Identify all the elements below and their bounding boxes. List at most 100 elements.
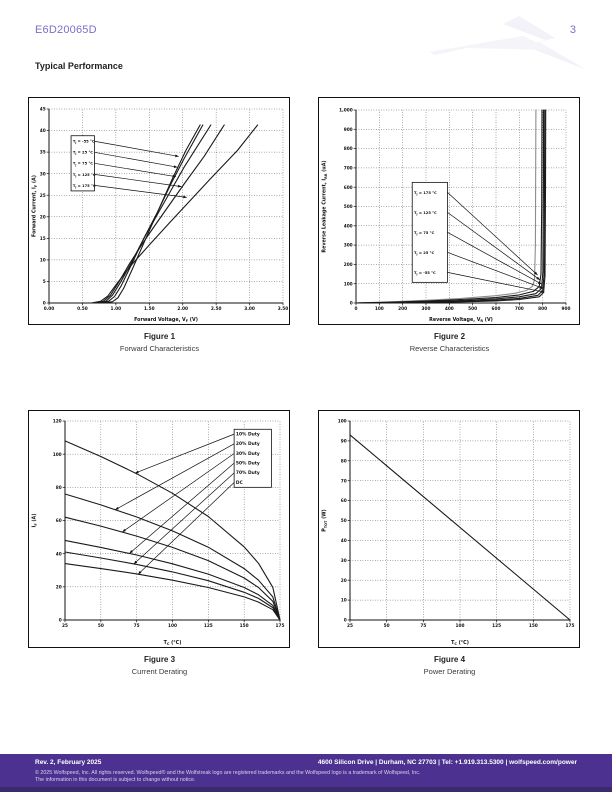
- svg-text:700: 700: [344, 166, 353, 172]
- svg-text:500: 500: [468, 306, 477, 312]
- svg-text:10: 10: [341, 598, 347, 604]
- svg-text:15: 15: [40, 236, 46, 242]
- figure-4-subcaption: Power Derating: [423, 667, 476, 676]
- svg-text:70% Duty: 70% Duty: [236, 470, 260, 476]
- figure-3-subcaption: Current Derating: [131, 667, 188, 676]
- svg-text:25: 25: [62, 623, 68, 629]
- svg-text:100: 100: [168, 623, 177, 629]
- page-number: 3: [569, 24, 576, 36]
- svg-text:1.00: 1.00: [111, 306, 122, 312]
- svg-text:2.50: 2.50: [211, 306, 222, 312]
- figure-4-frame: 25 50 75 100 125 150 175 0 10 20 30 40 50 60 70 80 90 100…: [318, 410, 580, 648]
- svg-text:35: 35: [40, 150, 46, 156]
- svg-text:0: 0: [344, 618, 347, 624]
- footer-band: [0, 754, 612, 792]
- figure-1-chart: 0.00 0.50 1.00 1.50 2.00 2.50 3.00 3.50 0 5 10 15 20…: [32, 107, 289, 324]
- svg-text:PTOT (W): PTOT (W): [322, 509, 328, 532]
- svg-text:TJ = -55 °C: TJ = -55 °C: [414, 271, 436, 276]
- svg-text:90: 90: [341, 439, 347, 445]
- svg-text:800: 800: [538, 306, 547, 312]
- svg-text:3.00: 3.00: [244, 306, 255, 312]
- svg-text:0.00: 0.00: [44, 306, 55, 312]
- svg-text:100: 100: [344, 281, 353, 287]
- svg-text:DC: DC: [236, 480, 243, 486]
- figure-4-chart: 25 50 75 100 125 150 175 0 10 20 30 40 50 60 70 80 90 100…: [322, 419, 575, 647]
- footer-copyright-line1: © 2025 Wolfspeed, Inc. All rights reserv…: [35, 770, 421, 776]
- svg-text:1.50: 1.50: [144, 306, 155, 312]
- svg-text:75: 75: [420, 623, 426, 629]
- svg-text:50: 50: [98, 623, 104, 629]
- svg-text:700: 700: [515, 306, 524, 312]
- svg-text:500: 500: [344, 204, 353, 210]
- svg-text:400: 400: [344, 223, 353, 229]
- footer-address[interactable]: 4600 Silicon Drive | Durham, NC 27703 | …: [317, 759, 577, 766]
- svg-text:20: 20: [341, 578, 347, 584]
- figure-1-frame: 0.00 0.50 1.00 1.50 2.00 2.50 3.00 3.50 0 5 10 15 20…: [28, 97, 290, 325]
- figure-3-frame: 25 50 75 100 125 150 175 0 20 40 60 80 100 120 TC (°C)…: [28, 410, 290, 648]
- svg-text:30: 30: [40, 171, 46, 177]
- svg-text:400: 400: [445, 306, 454, 312]
- svg-text:70: 70: [341, 478, 347, 484]
- svg-text:80: 80: [56, 485, 62, 491]
- svg-text:25: 25: [347, 623, 353, 629]
- svg-text:80: 80: [341, 458, 347, 464]
- svg-text:150: 150: [240, 623, 249, 629]
- figure-2: 0 100 200 300 400 500 600 700 800 900 0 100 200 300 40…: [318, 97, 581, 353]
- svg-text:125: 125: [492, 623, 501, 629]
- svg-text:900: 900: [344, 127, 353, 133]
- svg-text:3.50: 3.50: [278, 306, 289, 312]
- svg-text:300: 300: [422, 306, 431, 312]
- svg-text:300: 300: [344, 243, 353, 249]
- footer-bottom-strip: [0, 787, 612, 792]
- svg-text:125: 125: [204, 623, 213, 629]
- figure-4-caption: Figure 4: [433, 655, 466, 664]
- svg-text:0: 0: [350, 301, 353, 307]
- svg-text:40: 40: [40, 128, 46, 134]
- figure-1-subcaption: Forward Characteristics: [119, 344, 200, 353]
- figure-1: 0.00 0.50 1.00 1.50 2.00 2.50 3.00 3.50 0 5 10 15 20…: [28, 97, 291, 353]
- svg-text:175: 175: [276, 623, 285, 629]
- figure-3-chart: 25 50 75 100 125 150 175 0 20 40 60 80 100 120 TC (°C)…: [32, 419, 285, 647]
- svg-text:100: 100: [456, 623, 465, 629]
- svg-text:TJ = 75 °C: TJ = 75 °C: [414, 231, 434, 236]
- svg-text:20% Duty: 20% Duty: [236, 441, 260, 447]
- svg-text:30% Duty: 30% Duty: [236, 451, 260, 457]
- svg-text:900: 900: [562, 306, 571, 312]
- svg-text:120: 120: [53, 419, 62, 425]
- svg-text:TC (°C): TC (°C): [451, 640, 469, 646]
- svg-text:Reverse Leakage Current, IRR (: Reverse Leakage Current, IRR (uA): [322, 160, 328, 252]
- svg-text:5: 5: [43, 279, 46, 285]
- svg-text:10% Duty: 10% Duty: [236, 432, 260, 438]
- figure-3: 25 50 75 100 125 150 175 0 20 40 60 80 100 120 TC (°C)…: [28, 410, 291, 676]
- svg-text:Forward Current, IF (A): Forward Current, IF (A): [32, 175, 38, 237]
- wolfspeed-streak-watermark: [429, 16, 587, 70]
- svg-text:100: 100: [338, 419, 347, 425]
- svg-text:30: 30: [341, 558, 347, 564]
- svg-text:600: 600: [492, 306, 501, 312]
- figure-1-caption: Figure 1: [143, 332, 176, 341]
- svg-text:2.00: 2.00: [177, 306, 188, 312]
- doc-number: E6D20065D: [35, 24, 97, 36]
- footer-copyright-line2: The information in this document is subj…: [35, 777, 196, 783]
- svg-text:0: 0: [355, 306, 358, 312]
- svg-text:75: 75: [134, 623, 140, 629]
- svg-text:150: 150: [529, 623, 538, 629]
- figure-4: 25 50 75 100 125 150 175 0 10 20 30 40 50 60 70 80 90 100…: [318, 410, 581, 676]
- svg-text:100: 100: [53, 452, 62, 458]
- svg-text:TJ = -55 °C: TJ = -55 °C: [73, 140, 95, 145]
- svg-text:60: 60: [56, 518, 62, 524]
- footer-revision: Rev. 2, February 2025: [35, 759, 102, 766]
- svg-text:1,000: 1,000: [339, 108, 353, 114]
- svg-text:800: 800: [344, 146, 353, 152]
- svg-text:TC (°C): TC (°C): [164, 640, 182, 646]
- svg-text:100: 100: [375, 306, 384, 312]
- svg-text:60: 60: [341, 498, 347, 504]
- svg-text:175: 175: [566, 623, 575, 629]
- svg-text:50: 50: [341, 518, 347, 524]
- svg-text:Forward Voltage, VF (V): Forward Voltage, VF (V): [134, 317, 198, 323]
- svg-text:TJ = 75 °C: TJ = 75 °C: [73, 162, 93, 167]
- page-footer: Rev. 2, February 2025 4600 Silicon Drive…: [0, 754, 612, 792]
- svg-text:Reverse Voltage, VR (V): Reverse Voltage, VR (V): [429, 317, 493, 323]
- figure-2-frame: 0 100 200 300 400 500 600 700 800 900 0 100 200 300 40…: [318, 97, 580, 325]
- svg-text:20: 20: [56, 584, 62, 590]
